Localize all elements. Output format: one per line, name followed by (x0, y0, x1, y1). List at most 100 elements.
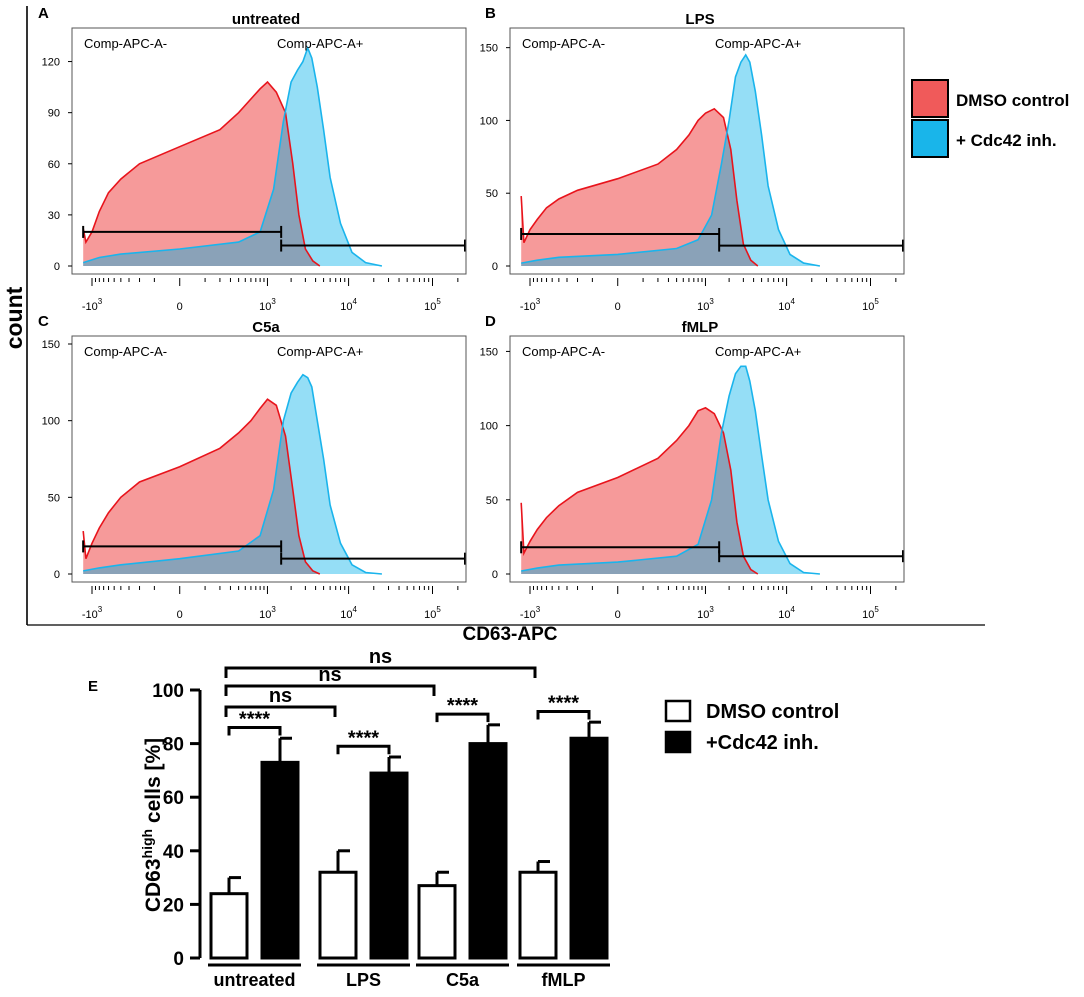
panel-frame (71, 27, 467, 275)
gate-label-negative: Comp-APC-A- (522, 36, 605, 51)
histogram-line-dmso (82, 398, 321, 575)
x-tick-base: 10 (259, 301, 271, 313)
histogram-line-dmso (520, 406, 759, 575)
y-tick-label: 150 (42, 339, 60, 351)
x-tick-base: 10 (424, 301, 436, 313)
gate-label-negative: Comp-APC-A- (522, 344, 605, 359)
x-tick-label: 105 (424, 297, 441, 313)
x-tick-base: 10 (340, 301, 352, 313)
x-tick-exp: 3 (271, 605, 276, 614)
x-tick-base: 10 (862, 301, 874, 313)
x-tick-base: 10 (697, 301, 709, 313)
y-tick-label: 100 (152, 681, 184, 702)
significance-bracket (227, 726, 282, 736)
y-axis-label: CD63high cells [%] (139, 738, 165, 912)
significance-label: **** (239, 709, 270, 731)
x-tick-exp: 5 (436, 605, 441, 614)
category-label: untreated (213, 970, 295, 990)
x-tick-base: 10 (862, 609, 874, 621)
x-tick-label: 104 (340, 605, 357, 621)
x-tick-exp: 4 (790, 605, 795, 614)
histogram-fill-cdc42 (83, 47, 382, 267)
histogram-fill-dmso (83, 399, 320, 574)
panel-title: LPS (685, 11, 714, 28)
plot-area (82, 373, 382, 575)
histogram-line-dmso (520, 107, 759, 267)
y-tick-label: 0 (173, 949, 184, 970)
legend-swatch-dmso (911, 79, 949, 118)
x-tick-label: 104 (778, 297, 795, 313)
x-tick-exp: 3 (536, 605, 541, 614)
legend-text-cdc42: +Cdc42 inh. (706, 732, 819, 754)
x-tick-base: -10 (520, 301, 536, 313)
x-tick-base: 0 (177, 301, 183, 313)
x-tick-exp: 3 (98, 605, 103, 614)
legend-text-dmso: DMSO control (706, 701, 839, 723)
panel-letter: A (38, 5, 49, 22)
x-tick-label: 103 (259, 605, 276, 621)
legend-swatch-cdc42 (911, 119, 949, 158)
x-tick-label: 103 (697, 605, 714, 621)
panel-letter: C (38, 313, 49, 330)
x-axis-label-cd63: CD63-APC (462, 624, 557, 645)
category-label: fMLP (542, 970, 586, 990)
ns-label: ns (369, 646, 392, 668)
x-tick-base: -10 (82, 609, 98, 621)
bar-cdc42 (569, 736, 609, 960)
x-tick-label: 103 (697, 297, 714, 313)
significance-label: **** (548, 692, 579, 714)
x-tick-base: 10 (424, 609, 436, 621)
x-tick-base: -10 (520, 609, 536, 621)
x-tick-label: -103 (82, 605, 103, 621)
category-label: LPS (346, 970, 381, 990)
panel-frame (509, 27, 905, 275)
x-tick-label: -103 (520, 605, 541, 621)
gate-label-negative: Comp-APC-A- (84, 36, 167, 51)
x-tick-label: -103 (520, 297, 541, 313)
y-tick-label: 120 (42, 57, 60, 69)
bar-dmso (417, 884, 457, 960)
x-tick-base: 0 (177, 609, 183, 621)
plot-area (82, 45, 383, 267)
plot-area (520, 53, 821, 267)
y-tick-label: 0 (54, 569, 60, 581)
bar-legend: DMSO control +Cdc42 inh. (664, 699, 839, 754)
y-label-tail: cells [%] (142, 738, 165, 829)
x-tick-label: 103 (259, 297, 276, 313)
significance-label: **** (348, 727, 379, 749)
y-tick-label: 100 (42, 416, 60, 428)
ns-bracket (224, 666, 537, 678)
y-tick-label: 40 (163, 842, 184, 863)
bar-cdc42 (260, 760, 300, 960)
y-tick-label: 50 (486, 188, 498, 200)
significance-bracket (336, 744, 391, 755)
panel-letter: D (485, 313, 496, 330)
panel-title: fMLP (682, 319, 719, 336)
x-tick-exp: 3 (98, 297, 103, 306)
x-tick-label: 0 (177, 609, 183, 621)
panel-letter: E (88, 678, 98, 695)
x-tick-exp: 5 (874, 605, 879, 614)
y-tick-label: 30 (48, 210, 60, 222)
panel-frame (71, 335, 467, 583)
bar-cdc42 (468, 742, 508, 960)
x-tick-label: -103 (82, 297, 103, 313)
x-tick-base: 10 (778, 609, 790, 621)
bar-dmso (318, 870, 358, 960)
bar-chart-panel-e: E 0 20 40 60 80 100 CD63high cells [%] untreated… (88, 646, 610, 990)
x-tick-label: 0 (615, 301, 621, 313)
bar-dmso (209, 892, 249, 960)
histogram-fill-dmso (521, 108, 758, 266)
legend-label-cdc42: + Cdc42 inh. (956, 131, 1057, 150)
x-tick-base: -10 (82, 301, 98, 313)
x-tick-exp: 3 (709, 297, 714, 306)
histogram-line-cdc42 (82, 45, 383, 267)
histogram-fill-cdc42 (83, 374, 382, 574)
x-tick-exp: 3 (709, 605, 714, 614)
panel-title: C5a (252, 319, 280, 336)
gate-label-positive: Comp-APC-A+ (277, 36, 363, 51)
legend-label-dmso: DMSO control (956, 91, 1069, 110)
ns-label: ns (269, 685, 292, 707)
